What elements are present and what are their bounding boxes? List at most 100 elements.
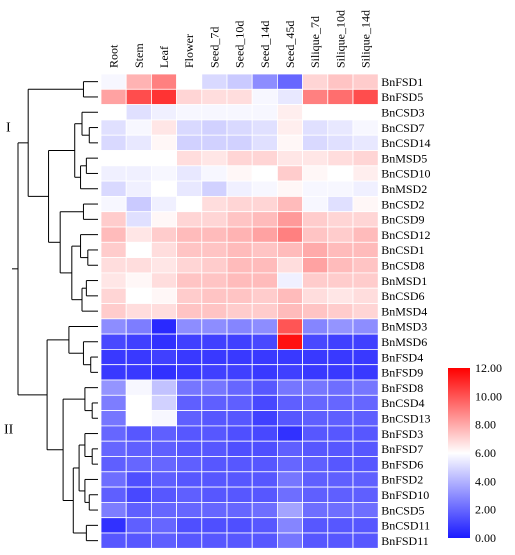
heatmap-cell-BnCSD1-Leaf (150, 241, 177, 259)
heatmap-cell-BnCSD6-Silique_14d (352, 287, 379, 304)
heatmap-cell-BnFSD5-Seed_14d (251, 88, 278, 106)
heatmap-cell-BnCSD9-Flower (176, 211, 203, 228)
heatmap-cell-BnFSD6-Silique_14d (352, 456, 379, 473)
heatmap-cell-BnFSD11-Silique_10d (327, 532, 354, 549)
heatmap-cell-BnFSD2-Silique_10d (327, 471, 354, 488)
heatmap-cell-BnCSD5-Silique_14d (352, 501, 379, 519)
heatmap-cell-BnFSD11-Seed_7d (201, 532, 228, 549)
heatmap-cell-BnFSD1-Stem (125, 73, 152, 90)
heatmap-cell-BnFSD9-Seed_45d (276, 364, 303, 381)
heatmap-cell-BnMSD4-Flower (176, 303, 203, 320)
heatmap-cell-BnCSD2-Stem (125, 195, 152, 213)
heatmap-cell-BnCSD7-Seed_14d (251, 119, 278, 136)
heatmap-cell-BnCSD3-Leaf (150, 104, 177, 121)
heatmap-cell-BnMSD2-Silique_14d (352, 180, 379, 197)
row-label-bnfsd1: BnFSD1 (381, 75, 423, 89)
heatmap-cell-BnMSD1-Seed_45d (276, 272, 303, 289)
row-label-bnmsd6: BnMSD6 (381, 335, 427, 349)
heatmap-cell-BnMSD3-Silique_14d (352, 318, 379, 335)
heatmap-cell-BnCSD8-Leaf (150, 257, 177, 274)
heatmap-cell-BnFSD1-Seed_10d (226, 73, 253, 90)
heatmap-cell-BnFSD7-Silique_10d (327, 440, 354, 457)
heatmap-cell-BnCSD1-Flower (176, 241, 203, 259)
heatmap-cell-BnFSD7-Seed_7d (201, 440, 228, 457)
heatmap-cell-BnCSD14-Leaf (150, 134, 177, 151)
heatmap-cell-BnFSD9-Seed_14d (251, 364, 278, 381)
heatmap-cell-BnMSD6-Silique_7d (302, 333, 329, 350)
heatmap-cell-BnCSD11-Seed_14d (251, 517, 278, 534)
column-label-seed_45d: Seed_45d (283, 21, 297, 68)
heatmap-cell-BnCSD12-Seed_45d (276, 226, 303, 243)
heatmap-cell-BnCSD12-Flower (176, 226, 203, 243)
heatmap-cell-BnCSD1-Seed_45d (276, 241, 303, 259)
heatmap-cell-BnFSD8-Silique_14d (352, 379, 379, 396)
row-label-bnfsd6: BnFSD6 (381, 457, 423, 471)
heatmap-cell-BnCSD1-Silique_10d (327, 241, 354, 259)
heatmap-cell-BnCSD8-Seed_7d (201, 257, 228, 274)
heatmap-cell-BnMSD2-Seed_45d (276, 180, 303, 197)
heatmap-cell-BnMSD4-Leaf (150, 303, 177, 320)
heatmap-cell-BnCSD14-Silique_7d (302, 134, 329, 151)
heatmap-cell-BnCSD13-Seed_10d (226, 410, 253, 427)
heatmap-cell-BnFSD4-Seed_45d (276, 348, 303, 366)
row-label-bnfsd8: BnFSD8 (381, 381, 423, 395)
heatmap-cell-BnCSD8-Seed_10d (226, 257, 253, 274)
heatmap-cell-BnCSD10-Silique_10d (327, 165, 354, 182)
row-label-bnfsd3: BnFSD3 (381, 427, 423, 441)
heatmap-cell-BnCSD5-Silique_7d (302, 501, 329, 519)
row-label-bncsd7: BnCSD7 (381, 121, 424, 135)
heatmap-cell-BnCSD3-Flower (176, 104, 203, 121)
heatmap-cell-BnMSD6-Seed_14d (251, 333, 278, 350)
heatmap-cell-BnFSD8-Leaf (150, 379, 177, 396)
heatmap-cell-BnFSD4-Silique_10d (327, 348, 354, 366)
heatmap-cell-BnCSD11-Seed_7d (201, 517, 228, 534)
heatmap-cell-BnFSD11-Stem (125, 532, 152, 549)
heatmap-cell-BnFSD2-Seed_14d (251, 471, 278, 488)
heatmap-cell-BnMSD5-Silique_14d (352, 150, 379, 167)
heatmap-cell-BnCSD5-Stem (125, 501, 152, 519)
heatmap-cell-BnFSD2-Stem (125, 471, 152, 488)
heatmap-cell-BnFSD3-Flower (176, 425, 203, 442)
heatmap-cell-BnCSD9-Leaf (150, 211, 177, 228)
heatmap-cell-BnFSD10-Silique_14d (352, 486, 379, 503)
heatmap-cell-BnCSD14-Seed_7d (201, 134, 228, 151)
column-label-silique_10d: Silique_10d (333, 10, 347, 68)
heatmap-cell-BnCSD12-Silique_14d (352, 226, 379, 243)
row-label-bncsd3: BnCSD3 (381, 105, 424, 119)
heatmap-cell-BnFSD4-Seed_14d (251, 348, 278, 366)
heatmap-cell-BnCSD8-Seed_45d (276, 257, 303, 274)
heatmap-cell-BnCSD1-Silique_7d (302, 241, 329, 259)
heatmap-cell-BnCSD1-Seed_7d (201, 241, 228, 259)
heatmap-cell-BnFSD8-Seed_14d (251, 379, 278, 396)
heatmap-cell-BnCSD10-Silique_7d (302, 165, 329, 182)
heatmap-cell-BnMSD1-Seed_14d (251, 272, 278, 289)
heatmap-cell-BnCSD7-Stem (125, 119, 152, 136)
heatmap-cell-BnCSD7-Silique_7d (302, 119, 329, 136)
heatmap-cell-BnCSD12-Seed_14d (251, 226, 278, 243)
column-label-stem: Stem (132, 43, 146, 68)
heatmap-cell-BnCSD14-Seed_14d (251, 134, 278, 151)
heatmap-cell-BnMSD3-Stem (125, 318, 152, 335)
heatmap-cell-BnCSD2-Seed_14d (251, 195, 278, 213)
heatmap-cell-BnMSD6-Seed_10d (226, 333, 253, 350)
heatmap-cell-BnFSD11-Seed_10d (226, 532, 253, 549)
heatmap-cell-BnCSD5-Flower (176, 501, 203, 519)
heatmap-cell-BnFSD6-Seed_7d (201, 456, 228, 473)
heatmap-cell-BnCSD4-Root (100, 394, 127, 411)
cluster-label-i: I (6, 120, 11, 135)
heatmap-cell-BnFSD8-Stem (125, 379, 152, 396)
heatmap-cell-BnCSD10-Flower (176, 165, 203, 182)
row-label-bncsd5: BnCSD5 (381, 503, 424, 517)
row-label-bnfsd11: BnFSD11 (381, 534, 429, 548)
heatmap-cell-BnMSD5-Seed_45d (276, 150, 303, 167)
heatmap-cell-BnMSD1-Silique_14d (352, 272, 379, 289)
heatmap-cell-BnFSD9-Silique_7d (302, 364, 329, 381)
heatmap-cell-BnCSD1-Seed_10d (226, 241, 253, 259)
column-label-silique_14d: Silique_14d (359, 10, 373, 68)
heatmap-cell-BnFSD10-Seed_7d (201, 486, 228, 503)
heatmap-cell-BnCSD4-Seed_45d (276, 394, 303, 411)
column-label-leaf: Leaf (157, 46, 171, 68)
heatmap-cell-BnCSD11-Flower (176, 517, 203, 534)
heatmap-cell-BnMSD1-Silique_7d (302, 272, 329, 289)
